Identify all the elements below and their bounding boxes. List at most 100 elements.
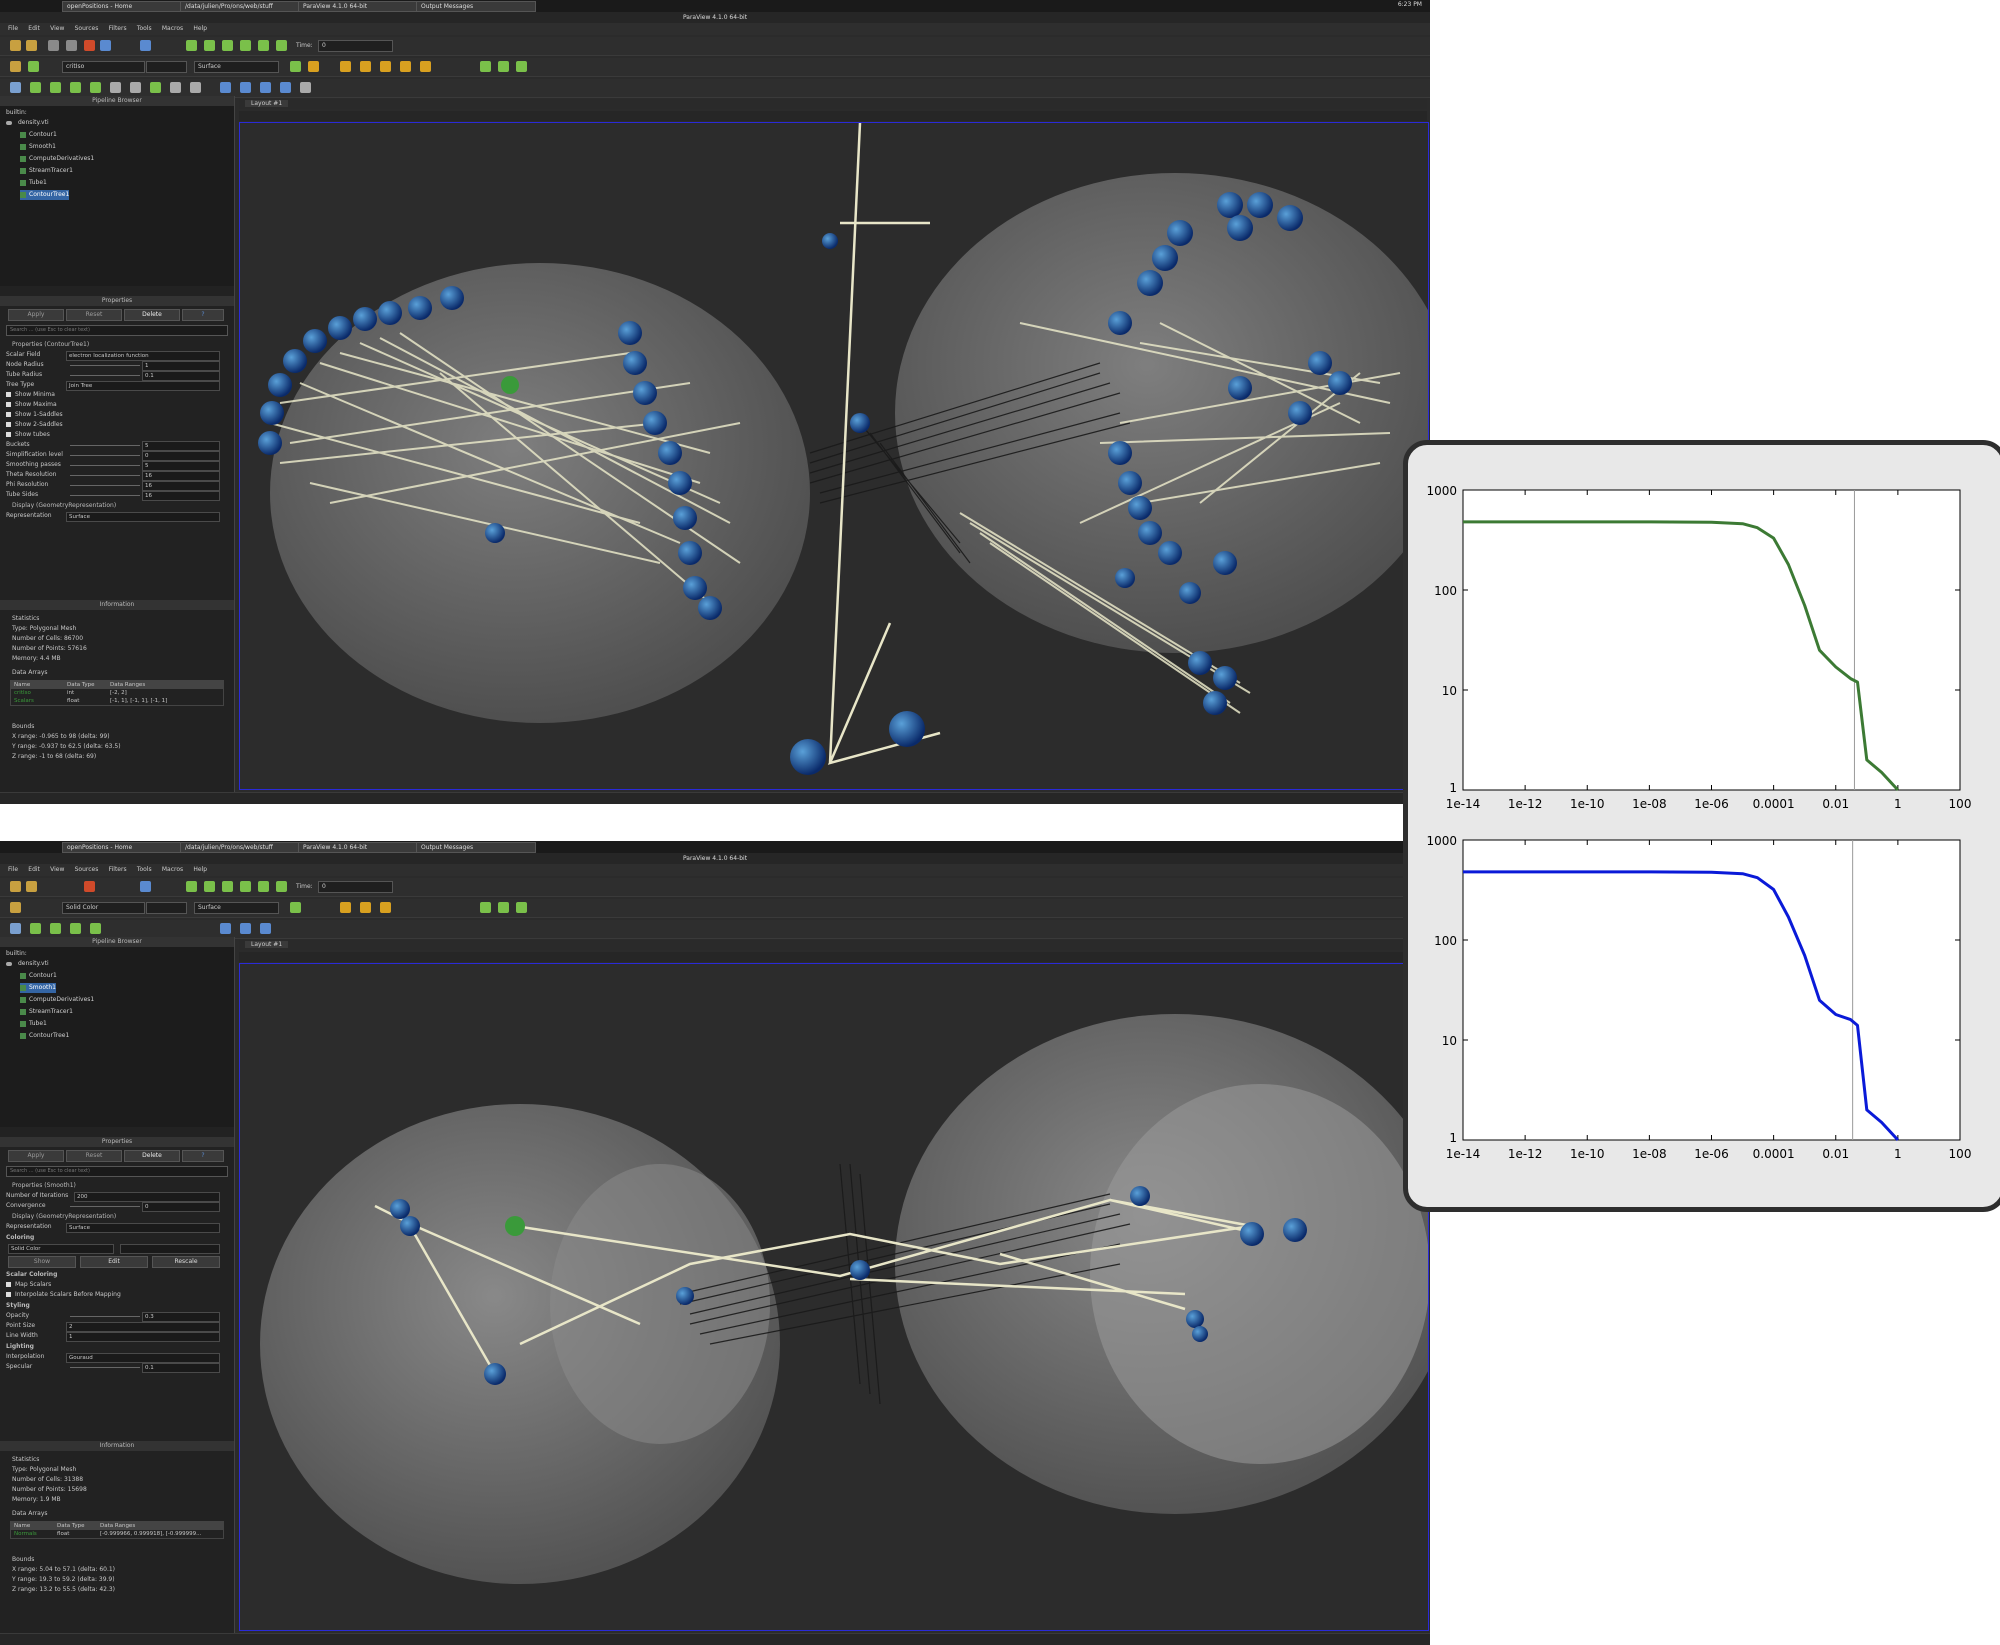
rotate-ccw-icon[interactable]: [498, 61, 509, 72]
contour-icon[interactable]: [30, 82, 41, 93]
help-button[interactable]: ?: [182, 1150, 224, 1162]
view-x-icon[interactable]: [340, 902, 351, 913]
menu-file[interactable]: File: [8, 25, 19, 32]
save-state-icon[interactable]: [48, 40, 59, 51]
tree-type-select[interactable]: Join Tree: [66, 381, 220, 391]
apply-button[interactable]: Apply: [8, 309, 64, 321]
component-select[interactable]: [146, 902, 187, 914]
check-row[interactable]: Show Minima: [0, 390, 234, 400]
taskbar-tab[interactable]: openPositions - Home: [62, 842, 182, 853]
color-legend-icon[interactable]: [10, 61, 21, 72]
warp-icon[interactable]: [170, 82, 181, 93]
iterations-input[interactable]: 200: [74, 1192, 220, 1202]
menu-tools[interactable]: Tools: [136, 866, 152, 873]
select-cells-icon[interactable]: [260, 82, 271, 93]
color-legend-icon[interactable]: [10, 902, 21, 913]
point-size-input[interactable]: 2: [66, 1322, 220, 1332]
delete-button[interactable]: Delete: [124, 309, 180, 321]
slider[interactable]: [70, 1206, 140, 1207]
first-frame-icon[interactable]: [186, 881, 197, 892]
view-neg-y-icon[interactable]: [420, 61, 431, 72]
reset-camera-icon[interactable]: [290, 61, 301, 72]
menu-file[interactable]: File: [8, 866, 19, 873]
representation-select[interactable]: Surface: [194, 902, 279, 914]
select-cells-icon[interactable]: [260, 923, 271, 934]
threshold-icon[interactable]: [90, 82, 101, 93]
rotate-cw-icon[interactable]: [516, 61, 527, 72]
view-y-icon[interactable]: [360, 902, 371, 913]
save-icon[interactable]: [26, 881, 37, 892]
table-row[interactable]: Normals float [-0.999966, 0.999918], [-0.9…: [11, 1530, 223, 1538]
theta-input[interactable]: 16: [142, 471, 220, 481]
slider[interactable]: [70, 1316, 140, 1317]
help-icon[interactable]: [140, 881, 151, 892]
reset-button[interactable]: Reset: [66, 309, 122, 321]
checkbox[interactable]: [6, 402, 11, 407]
axis-icon[interactable]: [308, 61, 319, 72]
render-view[interactable]: [239, 963, 1429, 1631]
taskbar-tab[interactable]: Output Messages: [416, 1, 536, 12]
glyph-icon[interactable]: [130, 82, 141, 93]
pipeline-item-density[interactable]: density.vti: [6, 959, 49, 969]
menu-filters[interactable]: Filters: [108, 866, 127, 873]
calculator-icon[interactable]: [10, 923, 21, 934]
pipeline-item-builtin[interactable]: builtin:: [6, 108, 27, 118]
extract-icon[interactable]: [110, 82, 121, 93]
pipeline-item-builtin[interactable]: builtin:: [6, 949, 27, 959]
checkbox[interactable]: [6, 432, 11, 437]
slider[interactable]: [70, 365, 140, 366]
save-icon[interactable]: [26, 40, 37, 51]
render-view[interactable]: [239, 122, 1429, 790]
clear-selection-icon[interactable]: [300, 82, 311, 93]
help-button[interactable]: ?: [182, 309, 224, 321]
check-row[interactable]: Interpolate Scalars Before Mapping: [0, 1290, 234, 1300]
taskbar-tab[interactable]: /data/julien/Pro/ons/web/stuff: [180, 1, 300, 12]
menu-sources[interactable]: Sources: [74, 25, 99, 32]
taskbar-tab[interactable]: ParaView 4.1.0 64-bit: [298, 842, 418, 853]
contour-icon[interactable]: [30, 923, 41, 934]
rescale-button[interactable]: Rescale: [152, 1256, 220, 1268]
select-icon[interactable]: [220, 923, 231, 934]
menu-view[interactable]: View: [50, 25, 65, 32]
representation-select[interactable]: Surface: [66, 512, 220, 522]
phi-input[interactable]: 16: [142, 481, 220, 491]
tube-radius-input[interactable]: 0.1: [142, 371, 220, 381]
layout-tab[interactable]: Layout #1: [245, 941, 289, 948]
buckets-input[interactable]: 5: [142, 441, 220, 451]
threshold-icon[interactable]: [90, 923, 101, 934]
loop-icon[interactable]: [276, 40, 287, 51]
rotate-cw-icon[interactable]: [516, 902, 527, 913]
taskbar-tab[interactable]: openPositions - Home: [62, 1, 182, 12]
delete-button[interactable]: Delete: [124, 1150, 180, 1162]
next-frame-icon[interactable]: [240, 40, 251, 51]
pipeline-item-tube[interactable]: Tube1: [20, 1019, 47, 1029]
pipeline-item-streamtracer[interactable]: StreamTracer1: [20, 166, 73, 176]
slider[interactable]: [70, 465, 140, 466]
coloring-component-select[interactable]: [120, 1244, 220, 1254]
load-state-icon[interactable]: [66, 40, 77, 51]
menu-filters[interactable]: Filters: [108, 25, 127, 32]
pipeline-item-smooth[interactable]: Smooth1: [20, 142, 56, 152]
rotate-icon[interactable]: [480, 61, 491, 72]
clip-icon[interactable]: [50, 82, 61, 93]
slice-icon[interactable]: [70, 923, 81, 934]
check-row[interactable]: Map Scalars: [0, 1280, 234, 1290]
group-icon[interactable]: [190, 82, 201, 93]
undo-icon[interactable]: [84, 881, 95, 892]
pipeline-item-contourtree[interactable]: ContourTree1: [20, 190, 70, 200]
open-icon[interactable]: [10, 881, 21, 892]
scalar-field-select[interactable]: electron localization function: [66, 351, 220, 361]
eye-icon[interactable]: [6, 120, 12, 125]
rotate-ccw-icon[interactable]: [498, 902, 509, 913]
menu-help[interactable]: Help: [193, 25, 208, 32]
rotate-icon[interactable]: [480, 902, 491, 913]
representation-select[interactable]: Surface: [194, 61, 279, 73]
select-block-icon[interactable]: [280, 82, 291, 93]
properties-search[interactable]: Search ... (use Esc to clear text): [6, 325, 228, 336]
table-row[interactable]: critIso int [-2, 2]: [11, 689, 223, 697]
prev-frame-icon[interactable]: [204, 881, 215, 892]
help-icon[interactable]: [140, 40, 151, 51]
slider[interactable]: [70, 475, 140, 476]
view-neg-x-icon[interactable]: [400, 61, 411, 72]
check-row[interactable]: Show 1-Saddles: [0, 410, 234, 420]
